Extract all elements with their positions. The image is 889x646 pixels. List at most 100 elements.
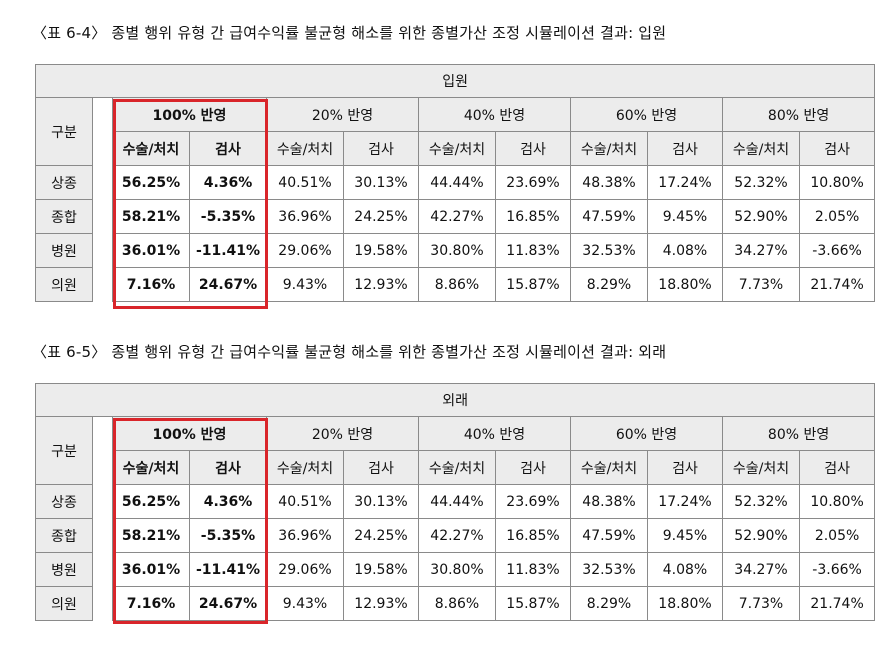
table-cell: -11.41% — [189, 233, 267, 268]
table-row: 병원 36.01% -11.41% 29.06% 19.58% 30.80% 11.83% 3… — [35, 552, 876, 587]
table-cell: 30.80% — [418, 552, 496, 587]
table-cell: 18.80% — [647, 267, 723, 302]
table-cell: 4.36% — [189, 484, 267, 519]
table-cell: 7.16% — [112, 267, 190, 302]
table-cell: 23.69% — [495, 484, 571, 519]
table-cell: 9.45% — [647, 199, 723, 234]
sub-header: 검사 — [647, 131, 723, 166]
sub-header: 수술/처치 — [112, 131, 190, 166]
table-row: 병원 36.01% -11.41% 29.06% 19.58% 30.80% 11.83% 3… — [35, 233, 876, 268]
table-cell: 2.05% — [798, 518, 876, 553]
group-header: 100% 반영 — [112, 97, 267, 132]
row-label: 상종 — [35, 484, 93, 519]
table-cell: 29.06% — [266, 233, 344, 268]
table-cell: 32.53% — [570, 233, 648, 268]
sub-header: 수술/처치 — [418, 131, 496, 166]
table-cell: 11.83% — [495, 233, 571, 268]
group-header: 20% 반영 — [266, 416, 419, 451]
table-cell: 24.25% — [343, 518, 419, 553]
table-cell: 21.74% — [798, 267, 876, 302]
table-cell: 30.13% — [343, 484, 419, 519]
table-cell: 21.74% — [798, 586, 876, 621]
table-cell: 17.24% — [647, 484, 723, 519]
table-cell: 8.86% — [418, 586, 496, 621]
table-cell: 32.53% — [570, 552, 648, 587]
group-header: 60% 반영 — [570, 97, 723, 132]
table-cell: 24.67% — [189, 267, 267, 302]
table-cell: 11.83% — [495, 552, 571, 587]
table-cell: 19.58% — [343, 233, 419, 268]
group-header: 60% 반영 — [570, 416, 723, 451]
sub-header: 검사 — [495, 131, 571, 166]
title-row: 외래 — [34, 383, 876, 417]
row-label: 병원 — [35, 233, 93, 268]
table-cell: 16.85% — [495, 518, 571, 553]
table-cell: 7.73% — [722, 267, 800, 302]
sub-header-row: 수술/처치 검사 수술/처치 검사 수술/처치 검사 수술/처치 검사 수술/처치 검사 — [36, 450, 876, 485]
table-cell: 52.90% — [722, 199, 800, 234]
sub-header: 수술/처치 — [570, 131, 648, 166]
table-cell: 17.24% — [647, 165, 723, 200]
group-header-row: 구분 100% 반영 20% 반영 40% 반영 60% 반영 80% 반영 — [35, 97, 876, 302]
table-cell: 8.29% — [570, 267, 648, 302]
spacer-cell — [92, 416, 113, 621]
table-cell: 42.27% — [418, 518, 496, 553]
table-cell: 56.25% — [112, 484, 190, 519]
sub-header: 검사 — [189, 131, 267, 166]
row-label: 병원 — [35, 552, 93, 587]
table-cell: 12.93% — [343, 586, 419, 621]
table-cell: 40.51% — [266, 484, 344, 519]
table-cell: 24.25% — [343, 199, 419, 234]
table-cell: 36.01% — [112, 552, 190, 587]
row-header-gubun: 구분 — [35, 97, 93, 166]
table-caption-outpatient: 〈표 6-5〉 종별 행위 유형 간 급여수익률 불균형 해소를 위한 종별가산… — [32, 343, 667, 361]
table-inpatient: 입원 구분 100% 반영 20% 반영 40% 반영 60% 반영 80% 반영 수술/처치… — [34, 64, 876, 302]
sub-header: 검사 — [647, 450, 723, 485]
table-cell: 2.05% — [798, 199, 876, 234]
table-cell: 15.87% — [495, 267, 571, 302]
table-title: 외래 — [34, 383, 876, 417]
spacer-cell — [92, 97, 113, 302]
sub-header: 수술/처치 — [112, 450, 190, 485]
table-cell: 8.86% — [418, 267, 496, 302]
table-cell: 10.80% — [798, 484, 876, 519]
table-cell: -5.35% — [189, 518, 267, 553]
sub-header: 수술/처치 — [722, 450, 800, 485]
table-row: 상종 56.25% 4.36% 40.51% 30.13% 44.44% 23.69% 48.… — [35, 484, 876, 519]
table-cell: 10.80% — [798, 165, 876, 200]
table-cell: 42.27% — [418, 199, 496, 234]
group-header: 80% 반영 — [721, 416, 876, 451]
table-row: 종합 58.21% -5.35% 36.96% 24.25% 42.27% 16.85% 47… — [35, 199, 876, 234]
table-cell: 58.21% — [112, 199, 190, 234]
table-cell: 30.80% — [418, 233, 496, 268]
data-table: 외래 구분 100% 반영 20% 반영 40% 반영 60% 반영 80% 반영 수술/처치… — [34, 383, 876, 621]
table-cell: 4.36% — [189, 165, 267, 200]
table-cell: 29.06% — [266, 552, 344, 587]
table-cell: -11.41% — [189, 552, 267, 587]
sub-header: 검사 — [798, 131, 876, 166]
table-row: 의원 7.16% 24.67% 9.43% 12.93% 8.86% 15.87% 8.29%… — [35, 586, 876, 621]
table-cell: 34.27% — [722, 552, 800, 587]
group-header: 40% 반영 — [418, 416, 571, 451]
table-cell: 7.73% — [722, 586, 800, 621]
table-cell: 36.96% — [266, 518, 344, 553]
table-cell: 7.16% — [112, 586, 190, 621]
table-cell: 48.38% — [570, 484, 648, 519]
table-cell: 15.87% — [495, 586, 571, 621]
title-row: 입원 — [34, 64, 876, 98]
row-label: 의원 — [35, 586, 93, 621]
table-cell: 44.44% — [418, 484, 496, 519]
table-cell: 40.51% — [266, 165, 344, 200]
group-header: 100% 반영 — [112, 416, 267, 451]
table-cell: 34.27% — [722, 233, 800, 268]
table-cell: 4.08% — [647, 233, 723, 268]
table-row: 의원 7.16% 24.67% 9.43% 12.93% 8.86% 15.87% 8.29%… — [35, 267, 876, 302]
table-cell: 44.44% — [418, 165, 496, 200]
table-cell: 9.45% — [647, 518, 723, 553]
row-header-gubun: 구분 — [35, 416, 93, 485]
sub-header: 수술/처치 — [722, 131, 800, 166]
sub-header: 검사 — [189, 450, 267, 485]
sub-header: 수술/처치 — [570, 450, 648, 485]
table-cell: 24.67% — [189, 586, 267, 621]
table-cell: 16.85% — [495, 199, 571, 234]
